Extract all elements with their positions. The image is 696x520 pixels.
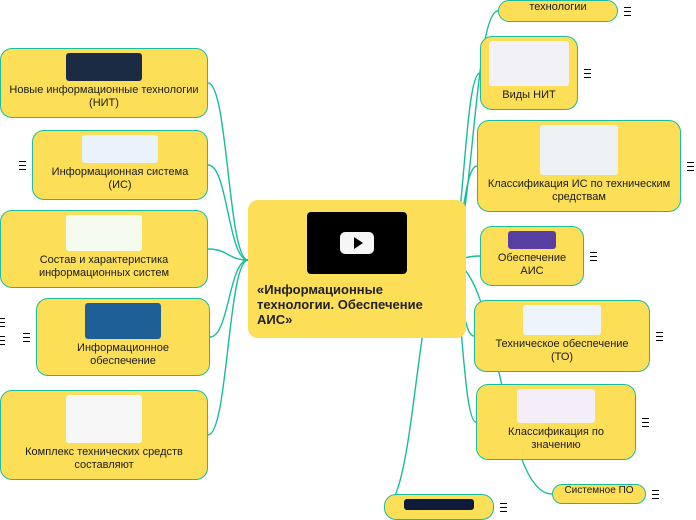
node-label: Обеспечение АИС — [489, 252, 575, 280]
edge — [208, 249, 248, 260]
node-thumb — [508, 231, 556, 249]
node-thumb — [489, 41, 569, 86]
node-progobes[interactable] — [384, 494, 494, 520]
edge — [208, 83, 248, 260]
node-thumb — [540, 125, 618, 175]
edge — [208, 260, 248, 435]
node-thumb — [82, 135, 158, 163]
play-icon — [340, 232, 374, 254]
node-thumb — [404, 499, 474, 510]
node-klass[interactable]: Классификация ИС по техническим средства… — [477, 120, 681, 212]
node-znach[interactable]: Классификация по значению — [476, 384, 636, 460]
edge — [210, 260, 248, 337]
node-thumb — [66, 215, 142, 251]
expand-handle-icon[interactable] — [19, 161, 26, 170]
expand-handle-icon[interactable] — [624, 7, 631, 16]
expand-handle-icon[interactable] — [500, 503, 507, 512]
node-obes[interactable]: Обеспечение АИС — [480, 226, 584, 286]
node-syspo[interactable]: Системное ПО — [552, 484, 646, 504]
node-vidy[interactable]: Виды НИТ — [480, 36, 578, 110]
node-label: Комплекс технических средств составляют — [9, 446, 199, 474]
node-label: Классификация ИС по техническим средства… — [486, 178, 672, 206]
expand-handle-icon[interactable] — [652, 490, 659, 499]
node-thumb — [66, 53, 142, 81]
expand-handle-icon[interactable] — [642, 418, 649, 427]
node-label: Информационные технологии — [507, 0, 609, 15]
expand-handle-icon[interactable] — [23, 333, 30, 342]
node-label: Информационное обеспечение — [45, 342, 201, 370]
expand-handle-icon[interactable] — [656, 332, 663, 341]
expand-handle-icon[interactable] — [0, 336, 5, 345]
expand-handle-icon[interactable] — [0, 318, 5, 327]
node-label: Виды НИТ — [502, 89, 555, 103]
node-it[interactable]: Информационные технологии — [498, 0, 618, 22]
node-thumb — [66, 395, 142, 443]
node-thumb — [85, 303, 161, 339]
node-sostav[interactable]: Состав и характеристика информационных с… — [0, 210, 208, 288]
node-label: Техническое обеспечение (ТО) — [483, 338, 641, 366]
node-to[interactable]: Техническое обеспечение (ТО) — [474, 300, 650, 372]
center-node[interactable]: «Информационные технологии. Обеспечение … — [248, 200, 466, 338]
node-nit[interactable]: Новые информационные технологии (НИТ) — [0, 48, 208, 118]
node-kompl[interactable]: Комплекс технических средств составляют — [0, 390, 208, 480]
node-label: Информационная система (ИС) — [41, 166, 199, 194]
center-title: «Информационные технологии. Обеспечение … — [257, 282, 457, 327]
node-thumb — [517, 389, 595, 423]
node-label: Системное ПО — [564, 485, 633, 498]
node-is[interactable]: Информационная система (ИС) — [32, 130, 208, 200]
node-label: Состав и характеристика информационных с… — [9, 254, 199, 282]
node-infob[interactable]: Информационное обеспечение — [36, 298, 210, 376]
expand-handle-icon[interactable] — [590, 252, 597, 261]
node-thumb — [523, 305, 601, 335]
expand-handle-icon[interactable] — [584, 69, 591, 78]
edge — [208, 165, 248, 260]
expand-handle-icon[interactable] — [687, 162, 694, 171]
node-label: Новые информационные технологии (НИТ) — [9, 84, 199, 112]
mindmap-canvas: «Информационные технологии. Обеспечение … — [0, 0, 696, 520]
video-thumb[interactable] — [307, 212, 407, 274]
node-label: Классификация по значению — [485, 426, 627, 454]
